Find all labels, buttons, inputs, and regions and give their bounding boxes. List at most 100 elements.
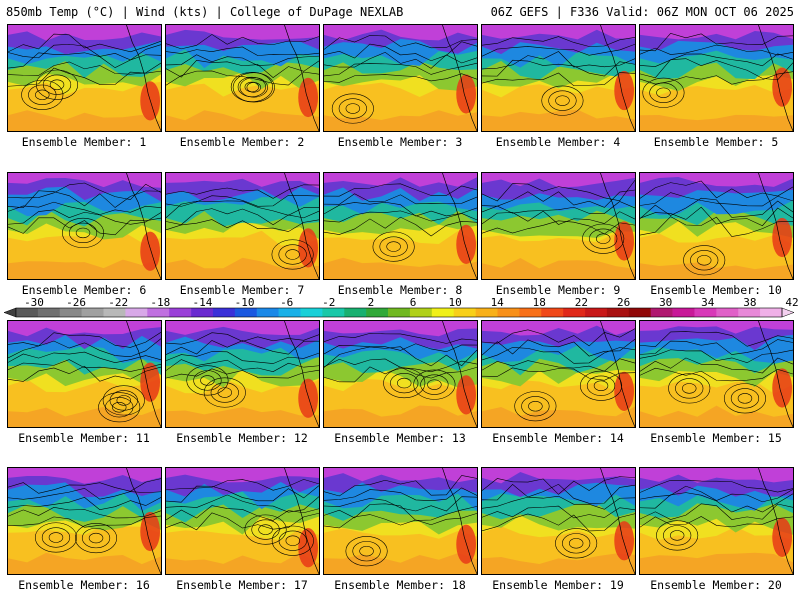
- ensemble-member-map: [7, 320, 162, 428]
- colorbar-swatch: [431, 308, 455, 317]
- ensemble-member-map: [481, 172, 636, 280]
- colorbar-tick-label: 38: [743, 298, 756, 309]
- colorbar-tick-label: 34: [701, 298, 715, 309]
- ensemble-member-map: [165, 467, 320, 575]
- ensemble-member-map: [165, 172, 320, 280]
- colorbar-swatch: [563, 308, 586, 317]
- colorbar-tick-label: 30: [659, 298, 672, 309]
- colorbar-swatch: [366, 308, 389, 317]
- map-title: 850mb Temp (°C) | Wind (kts) | College o…: [6, 5, 404, 19]
- ensemble-member-label: Ensemble Member: 11: [18, 431, 150, 445]
- colorbar-swatch: [16, 308, 39, 317]
- ensemble-member-label: Ensemble Member: 17: [176, 578, 308, 592]
- colorbar-swatch: [672, 308, 695, 317]
- colorbar-swatch: [628, 308, 651, 317]
- ensemble-member-label: Ensemble Member: 14: [492, 431, 624, 445]
- colorbar-swatch: [716, 308, 739, 317]
- colorbar-graphic: -30 -26 -22 -18 -14 -10 -6 -2 2 6 10 14 18 22 26 30 34 38…: [3, 298, 799, 318]
- ensemble-member-label: Ensemble Member: 20: [650, 578, 782, 592]
- colorbar-swatch: [344, 308, 367, 317]
- ensemble-member-label: Ensemble Member: 16: [18, 578, 150, 592]
- ensemble-member-label: Ensemble Member: 6: [21, 283, 147, 297]
- colorbar-tick-label: 18: [533, 298, 546, 309]
- colorbar-tick-label: 2: [368, 298, 375, 309]
- ensemble-member-label: Ensemble Member: 15: [650, 431, 782, 445]
- colorbar-swatch: [585, 308, 608, 317]
- ensemble-member-label: Ensemble Member: 18: [334, 578, 466, 592]
- colorbar-tick-label: -2: [322, 298, 335, 309]
- ensemble-member-map: [323, 172, 478, 280]
- ensemble-member-map: [323, 320, 478, 428]
- colorbar-swatch: [475, 308, 498, 317]
- colorbar-swatch: [541, 308, 564, 317]
- ensemble-member-label: Ensemble Member: 2: [179, 135, 305, 149]
- ensemble-member-map: [7, 172, 162, 280]
- colorbar-tick-label: 10: [448, 298, 461, 309]
- ensemble-member-label: Ensemble Member: 3: [337, 135, 463, 149]
- colorbar-tick-label: 14: [491, 298, 505, 309]
- colorbar-swatch: [497, 308, 520, 317]
- ensemble-member-label: Ensemble Member: 1: [21, 135, 147, 149]
- ensemble-member-map: [481, 467, 636, 575]
- temperature-colorbar: -30 -26 -22 -18 -14 -10 -6 -2 2 6 10 14 18 22 26 30 34 38…: [0, 298, 800, 324]
- colorbar-swatch: [760, 308, 783, 317]
- ensemble-member-label: Ensemble Member: 5: [653, 135, 779, 149]
- ensemble-member-label: Ensemble Member: 8: [337, 283, 463, 297]
- colorbar-swatch: [234, 308, 258, 317]
- ensemble-member-label: Ensemble Member: 13: [334, 431, 466, 445]
- colorbar-swatch: [388, 308, 411, 317]
- colorbar-swatch: [650, 308, 673, 317]
- colorbar-swatch: [453, 308, 476, 317]
- colorbar-tick-label: -6: [280, 298, 293, 309]
- colorbar-swatch: [694, 308, 717, 317]
- colorbar-min-arrow: [3, 307, 17, 318]
- colorbar-swatch: [519, 308, 542, 317]
- ensemble-member-map: [165, 24, 320, 132]
- colorbar-swatch: [37, 308, 61, 317]
- ensemble-member-label: Ensemble Member: 7: [179, 283, 305, 297]
- colorbar-swatch: [147, 308, 170, 317]
- ensemble-member-label: Ensemble Member: 9: [495, 283, 621, 297]
- colorbar-tick-label: -30: [24, 298, 44, 309]
- colorbar-swatch: [169, 308, 192, 317]
- colorbar-tick-label: -10: [235, 298, 255, 309]
- colorbar-swatch: [103, 308, 126, 317]
- colorbar-tick-label: -26: [66, 298, 86, 309]
- colorbar-swatch: [738, 308, 761, 317]
- colorbar-swatch: [322, 308, 345, 317]
- colorbar-swatch: [81, 308, 104, 317]
- colorbar-swatch: [409, 308, 433, 317]
- colorbar-tick-label: 42: [785, 298, 798, 309]
- colorbar-tick-label: 6: [410, 298, 417, 309]
- colorbar-tick-label: -22: [108, 298, 128, 309]
- ensemble-member-map: [481, 320, 636, 428]
- ensemble-member-label: Ensemble Member: 10: [650, 283, 782, 297]
- ensemble-member-label: Ensemble Member: 12: [176, 431, 308, 445]
- colorbar-max-arrow: [781, 307, 795, 318]
- colorbar-swatch: [606, 308, 630, 317]
- colorbar-tick-label: 26: [617, 298, 630, 309]
- colorbar-tick-label: -14: [192, 298, 212, 309]
- colorbar-swatch: [191, 308, 214, 317]
- ensemble-member-map: [323, 24, 478, 132]
- ensemble-member-map: [639, 467, 794, 575]
- ensemble-member-map: [7, 24, 162, 132]
- ensemble-member-map: [165, 320, 320, 428]
- colorbar-swatch: [256, 308, 279, 317]
- ensemble-member-map: [639, 172, 794, 280]
- colorbar-swatch: [278, 308, 301, 317]
- ensemble-member-map: [639, 24, 794, 132]
- colorbar-swatch: [300, 308, 323, 317]
- ensemble-member-map: [639, 320, 794, 428]
- colorbar-tick-label: -18: [150, 298, 170, 309]
- colorbar-swatch: [125, 308, 148, 317]
- colorbar-swatch: [59, 308, 82, 317]
- model-valid-time: 06Z GEFS | F336 Valid: 06Z MON OCT 06 20…: [490, 5, 794, 19]
- ensemble-member-map: [481, 24, 636, 132]
- ensemble-member-map: [7, 467, 162, 575]
- ensemble-member-label: Ensemble Member: 19: [492, 578, 624, 592]
- colorbar-tick-label: 22: [575, 298, 588, 309]
- colorbar-swatch: [212, 308, 236, 317]
- ensemble-member-map: [323, 467, 478, 575]
- ensemble-member-label: Ensemble Member: 4: [495, 135, 621, 149]
